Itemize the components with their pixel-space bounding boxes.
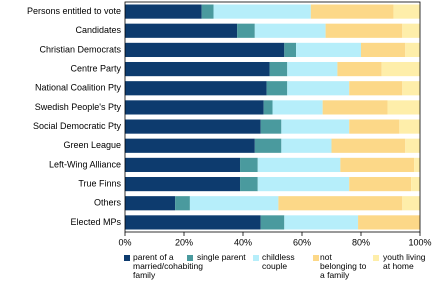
y-tick-label: Persons entitled to vote [27, 6, 121, 16]
chart: Persons entitled to vote Candidates Christ… [27, 1, 432, 247]
bar-segment [125, 119, 261, 134]
bar-segment [340, 157, 415, 173]
bar-segment [331, 138, 406, 153]
bar-segment [349, 81, 403, 96]
legend-label: childless couple [262, 252, 295, 271]
bar-segment [402, 196, 420, 211]
bar-segment [257, 176, 350, 192]
bar-segment [260, 119, 282, 134]
bar-segment [278, 196, 403, 211]
bar-segment [272, 100, 323, 115]
bar-segment [322, 100, 388, 115]
bar-segment [237, 23, 255, 38]
bar-segment [125, 42, 285, 58]
bar-segment [240, 157, 258, 173]
bar-segment [263, 100, 273, 115]
bar-segment [402, 23, 420, 38]
bar-segment [269, 61, 288, 77]
bar-segment [325, 23, 403, 38]
bar-segment [358, 215, 420, 230]
bar-segment [281, 119, 350, 134]
legend: parent of a married/cohabiting family sin… [124, 253, 434, 287]
legend-label: parent of a married/cohabiting family [133, 252, 203, 280]
x-tick-label: 100% [408, 237, 431, 247]
bar-segment [125, 157, 241, 173]
y-tick-label: Others [94, 198, 122, 208]
bar-segment [284, 42, 297, 58]
x-tick-label: 20% [175, 237, 193, 247]
bar-segment [310, 4, 394, 19]
bar-segment [125, 176, 241, 192]
bar-segment [125, 81, 267, 96]
bar-segment [402, 81, 420, 96]
bar-segment [393, 4, 420, 19]
bar-segment [381, 61, 420, 77]
bar-segment [257, 157, 341, 173]
legend-swatch [187, 255, 193, 261]
bar-segment [287, 81, 350, 96]
bar-segment [254, 138, 282, 153]
bar-segment [125, 61, 270, 77]
bar-segment [387, 100, 420, 115]
legend-swatch [253, 255, 259, 261]
y-tick-label: Green League [63, 140, 121, 150]
bar-segment [411, 176, 420, 192]
bar-segment [240, 176, 258, 192]
y-tick-label: Christian Democrats [39, 44, 121, 54]
bar-segment [125, 23, 238, 38]
legend-label: youth living at home [383, 252, 426, 271]
legend-label: single parent [197, 252, 246, 262]
bar-segment [284, 215, 359, 230]
y-tick-label: Swedish People's Pty [35, 102, 122, 112]
plot-frame [124, 1, 421, 233]
bar-segment [349, 176, 412, 192]
bar-segment [337, 61, 382, 77]
legend-swatch [313, 255, 319, 261]
y-tick-label: Centre Party [70, 63, 121, 73]
y-tick-label: National Coalition Pty [35, 83, 122, 93]
bar-segment [175, 196, 190, 211]
bar-segment [125, 196, 176, 211]
legend-swatch [124, 255, 130, 261]
bar-segment [260, 215, 285, 230]
bar-segment [405, 138, 420, 153]
bar-segment [125, 138, 255, 153]
x-tick-label: 0% [118, 237, 131, 247]
x-tick-label: 80% [352, 237, 370, 247]
bar-segment [399, 119, 420, 134]
bar-segment [201, 4, 214, 19]
y-tick-label: True Finns [78, 178, 121, 188]
bar-segment [349, 119, 400, 134]
y-tick-label: Left-Wing Alliance [49, 159, 121, 169]
bar-segment [266, 81, 288, 96]
bar-segment [125, 4, 202, 19]
y-tick-label: Candidates [75, 25, 121, 35]
x-tick-label: 60% [293, 237, 311, 247]
bar-segment [213, 4, 311, 19]
bar-segment [361, 42, 406, 58]
x-tick-label: 40% [234, 237, 252, 247]
bar-segment [125, 215, 261, 230]
legend-swatch [373, 255, 379, 261]
bar-segment [125, 100, 264, 115]
y-tick-label: Social Democratic Pty [33, 121, 122, 131]
bar-segment [189, 196, 279, 211]
bar-segment [254, 23, 326, 38]
bar-segment [296, 42, 361, 58]
bar-segment [405, 42, 420, 58]
legend-label: not belonging to a family [320, 252, 367, 280]
bar-segment [287, 61, 338, 77]
y-tick-label: Elected MPs [70, 217, 121, 227]
bar-segment [414, 157, 420, 173]
bar-segment [281, 138, 332, 153]
